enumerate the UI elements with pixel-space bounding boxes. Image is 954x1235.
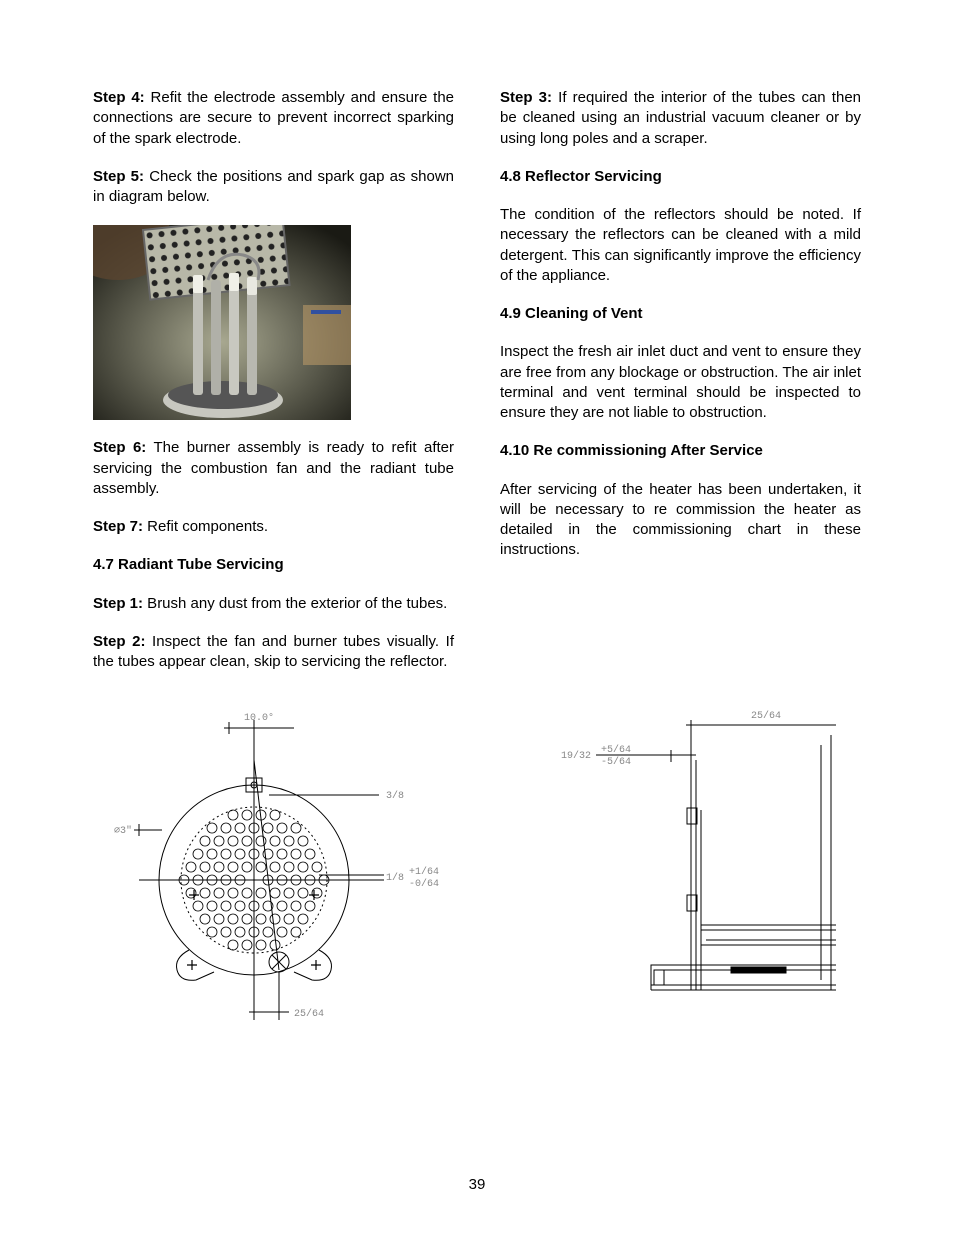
- heading-4-9: 4.9 Cleaning of Vent: [500, 304, 861, 324]
- step-4: Step 4: Refit the electrode assembly and…: [93, 88, 454, 149]
- diagram-left-angle-label: 10.0°: [244, 712, 274, 724]
- para-4-10: After servicing of the heater has been u…: [500, 480, 861, 561]
- diagram-left-tol2b-label: -0/64: [409, 878, 439, 890]
- step-2-47: Step 2: Inspect the fan and burner tubes…: [93, 632, 454, 673]
- diagram-left: 10.0° ∅3" 3/8 1/8 +1/64 -0/64 25/64: [93, 700, 454, 1030]
- heading-4-8: 4.8 Reflector Servicing: [500, 167, 861, 187]
- diagram-left-diam-label: ∅3": [114, 825, 132, 837]
- heading-4-10: 4.10 Re commissioning After Service: [500, 441, 861, 461]
- text-columns: Step 4: Refit the electrode assembly and…: [93, 88, 861, 690]
- diagram-right-tola-label: +5/64: [601, 744, 631, 756]
- para-4-9: Inspect the fresh air inlet duct and ven…: [500, 342, 861, 423]
- step-6-label: Step 6:: [93, 439, 146, 456]
- step-1-47-text: Brush any dust from the exterior of the …: [143, 595, 447, 612]
- diagram-left-d2-label: 1/8: [386, 872, 404, 884]
- diagram-left-d1-label: 3/8: [386, 790, 404, 802]
- diagram-right-side-label: 19/32: [561, 750, 591, 762]
- step-4-text: Refit the electrode assembly and ensure …: [93, 89, 454, 147]
- step-6: Step 6: The burner assembly is ready to …: [93, 438, 454, 499]
- step-1-47-label: Step 1:: [93, 595, 143, 612]
- step-7: Step 7: Refit components.: [93, 517, 454, 537]
- electrode-photo: [93, 225, 351, 420]
- step-3-right-label: Step 3:: [500, 89, 552, 106]
- diagram-right-top-label: 25/64: [751, 710, 781, 722]
- right-column: Step 3: If required the interior of the …: [500, 88, 861, 690]
- step-2-47-label: Step 2:: [93, 633, 145, 650]
- page-number: 39: [0, 1175, 954, 1195]
- para-4-8: The condition of the reflectors should b…: [500, 205, 861, 286]
- diagram-right-tolb-label: -5/64: [601, 756, 631, 768]
- step-7-label: Step 7:: [93, 518, 143, 535]
- step-5: Step 5: Check the positions and spark ga…: [93, 167, 454, 208]
- step-7-text: Refit components.: [143, 518, 268, 535]
- step-6-text: The burner assembly is ready to refit af…: [93, 439, 454, 497]
- step-5-text: Check the positions and spark gap as sho…: [93, 168, 454, 205]
- heading-4-7: 4.7 Radiant Tube Servicing: [93, 555, 454, 575]
- step-2-47-text: Inspect the fan and burner tubes visuall…: [93, 633, 454, 670]
- step-1-47: Step 1: Brush any dust from the exterior…: [93, 594, 454, 614]
- diagram-left-tol2a-label: +1/64: [409, 866, 439, 878]
- diagram-left-d3-label: 25/64: [294, 1008, 324, 1020]
- left-column: Step 4: Refit the electrode assembly and…: [93, 88, 454, 690]
- step-3-right: Step 3: If required the interior of the …: [500, 88, 861, 149]
- step-4-label: Step 4:: [93, 89, 145, 106]
- step-3-right-text: If required the interior of the tubes ca…: [500, 89, 861, 147]
- step-5-label: Step 5:: [93, 168, 144, 185]
- diagrams-row: 10.0° ∅3" 3/8 1/8 +1/64 -0/64 25/64: [93, 700, 861, 1030]
- page: Step 4: Refit the electrode assembly and…: [0, 0, 954, 1235]
- diagram-right: 25/64 19/32 +5/64 -5/64: [500, 700, 861, 1030]
